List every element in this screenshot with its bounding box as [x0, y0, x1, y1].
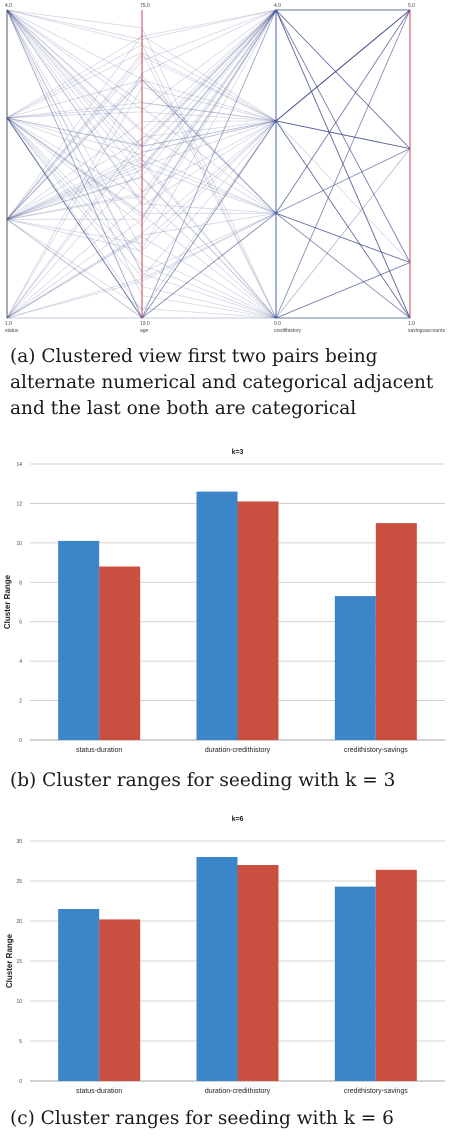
bar-duration-credithistory-series2 — [238, 501, 279, 740]
pc-axis-bottom-label: 0.0 — [274, 321, 281, 327]
bar-duration-credithistory-series1 — [197, 857, 238, 1081]
pc-axis-top-label: 4.0 — [274, 3, 281, 9]
pc-axis-name: age — [140, 328, 149, 334]
caption-b: (b) Cluster ranges for seeding with k = … — [10, 768, 450, 794]
pc-axis-bottom-label: 1.0 — [408, 321, 415, 327]
chart-title: k=3 — [232, 449, 244, 456]
y-tick-label: 0 — [19, 738, 22, 744]
y-tick-label: 6 — [19, 620, 22, 626]
x-tick-label: status-duration — [76, 747, 122, 754]
bar-duration-credithistory-series1 — [197, 492, 238, 740]
y-tick-label: 5 — [19, 1039, 22, 1045]
bar-credithistory-savings-series2 — [376, 870, 417, 1081]
parallel-coordinates-plot: 4.01.0status75.019.0age4.00.0credithisto… — [0, 0, 457, 340]
y-tick-label: 8 — [19, 580, 22, 586]
pc-axis-name: credithistory — [274, 328, 301, 334]
chart-title: k=6 — [232, 816, 244, 823]
y-tick-label: 25 — [16, 879, 22, 885]
bar-duration-credithistory-series2 — [238, 865, 279, 1081]
bar-credithistory-savings-series2 — [376, 523, 417, 740]
y-tick-label: 2 — [19, 699, 22, 705]
y-axis-label: Cluster Range — [3, 574, 12, 629]
caption-b-text: (b) Cluster ranges for seeding with k = … — [10, 770, 395, 791]
pc-axis-top-label: 75.0 — [140, 3, 150, 9]
pc-axis-name: savingsaccounts — [408, 328, 445, 334]
y-tick-label: 10 — [16, 999, 22, 1005]
x-tick-label: credithistory-savings — [344, 747, 408, 754]
pc-axis-bottom-label: 1.0 — [5, 321, 12, 327]
x-tick-label: credithistory-savings — [344, 1088, 408, 1095]
bar-status-duration-series2 — [99, 567, 140, 740]
y-tick-label: 10 — [16, 541, 22, 547]
pc-axis-top-label: 4.0 — [5, 3, 12, 9]
y-tick-label: 12 — [16, 501, 22, 507]
y-tick-label: 30 — [16, 839, 22, 845]
pc-axis-name: status — [5, 328, 19, 334]
x-tick-label: duration-credithistory — [205, 747, 271, 754]
x-tick-label: duration-credithistory — [205, 1088, 271, 1095]
bar-status-duration-series1 — [58, 541, 99, 740]
y-tick-label: 15 — [16, 959, 22, 965]
caption-c: (c) Cluster ranges for seeding with k = … — [10, 1106, 450, 1132]
pc-axis-top-label: 5.0 — [408, 3, 415, 9]
y-tick-label: 4 — [19, 659, 22, 665]
bar-status-duration-series1 — [58, 909, 99, 1081]
y-tick-label: 14 — [16, 462, 22, 468]
bar-credithistory-savings-series1 — [335, 887, 376, 1081]
pc-axis-bottom-label: 19.0 — [140, 321, 150, 327]
y-tick-label: 20 — [16, 919, 22, 925]
caption-a: (a) Clustered view first two pairs being… — [10, 344, 450, 422]
y-tick-label: 0 — [19, 1079, 22, 1085]
bar-credithistory-savings-series1 — [335, 596, 376, 740]
caption-c-text: (c) Cluster ranges for seeding with k = … — [10, 1108, 394, 1129]
y-axis-label: Cluster Range — [5, 933, 14, 988]
bar-chart-k6: k=6 0 5 10 15 20 25 30 Cluster Range status-durat… — [0, 805, 457, 1105]
bar-chart-k3: k=3 0 2 4 6 8 10 12 14 Cluster Range status-durati… — [0, 446, 457, 756]
x-tick-label: status-duration — [76, 1088, 122, 1095]
bar-status-duration-series2 — [99, 919, 140, 1081]
